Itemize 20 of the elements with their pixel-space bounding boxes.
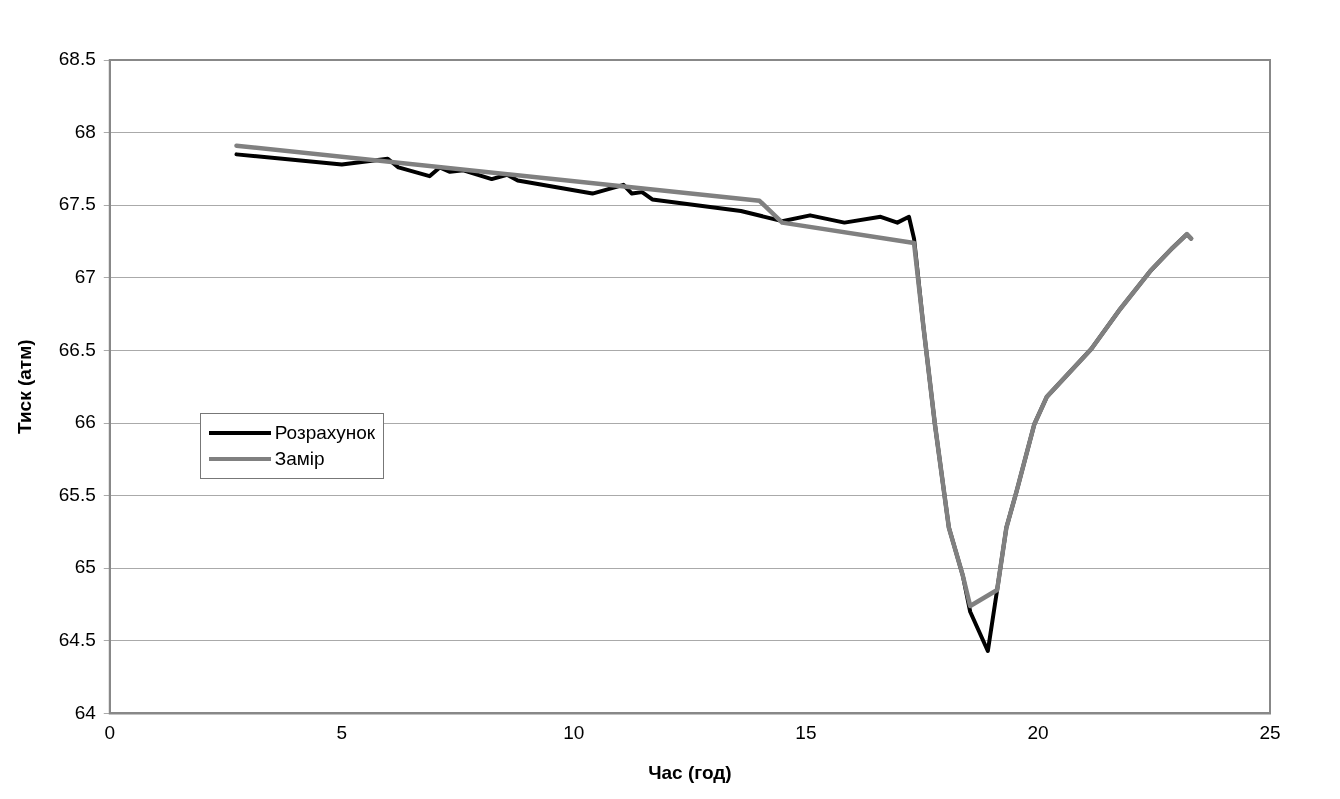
x-tick-label: 10 [563,722,585,744]
y-tick-label: 68 [74,120,96,142]
y-tick-label: 66.5 [58,338,96,360]
legend-label: Розрахунок [274,421,376,444]
y-tick-label: 67.5 [58,193,96,215]
x-tick-label: 25 [1259,722,1281,744]
x-tick-label: 15 [795,722,817,744]
legend-label: Замір [274,447,325,470]
y-tick-label: 65 [74,556,96,578]
y-tick-label: 64 [74,701,97,723]
y-tick-label: 67 [74,266,96,288]
y-axis-title: Тиск (атм) [13,339,35,434]
x-tick-label: 20 [1027,722,1049,744]
y-tick-label: 64.5 [58,629,96,651]
y-tick-label: 66 [74,411,96,433]
x-axis-title: Час (год) [648,761,732,783]
x-tick-label: 5 [336,722,348,744]
y-tick-label: 68.5 [58,48,96,70]
y-tick-label: 65.5 [58,483,96,505]
x-tick-label: 0 [104,722,116,744]
